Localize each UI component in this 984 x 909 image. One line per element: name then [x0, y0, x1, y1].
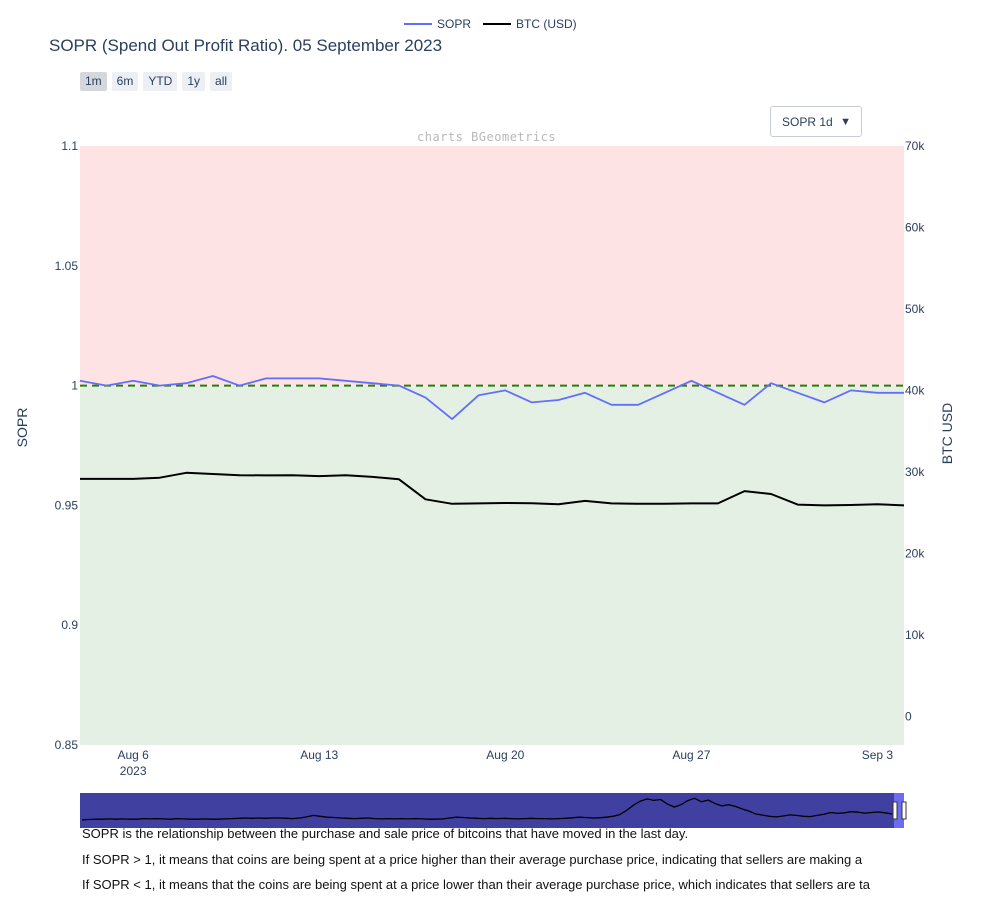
watermark-text: charts BGeometrics [417, 130, 557, 144]
y-right-tick-label: 60k [905, 220, 925, 234]
x-tick-label: Aug 6 [117, 748, 149, 762]
y-right-tick-label: 40k [905, 383, 925, 397]
y-left-tick-label: 0.95 [55, 498, 79, 512]
legend-label-btc: BTC (USD) [516, 17, 577, 31]
y-left-tick-label: 0.85 [55, 738, 79, 752]
chart-legend: SOPR BTC (USD) [404, 17, 577, 31]
range-button-1y[interactable]: 1y [182, 72, 206, 91]
sopr-series-line [79, 375, 904, 421]
chart-title: SOPR (Spend Out Profit Ratio). 05 Septem… [49, 36, 443, 55]
legend-swatch-btc [483, 23, 512, 25]
metric-dropdown-value: SOPR 1d [782, 114, 833, 129]
loss-zone [80, 385, 904, 745]
range-slider-btc-line [81, 797, 893, 821]
legend-item-sopr[interactable]: SOPR [404, 17, 471, 31]
y-right-tick-label: 0 [905, 709, 912, 723]
y-left-tick-label: 0.9 [61, 618, 78, 632]
x-tick-sublabel: 2023 [120, 764, 147, 778]
y-left-tick-label: 1.05 [55, 259, 79, 273]
description-line-3: If SOPR < 1, it means that the coins are… [82, 877, 871, 892]
range-slider-window [894, 793, 904, 828]
x-tick-label: Aug 27 [672, 748, 710, 762]
profit-zone [80, 146, 904, 386]
legend-swatch-sopr [404, 23, 432, 25]
x-tick-label: Aug 20 [486, 748, 524, 762]
y-right-tick-label: 30k [905, 465, 925, 479]
range-button-6m[interactable]: 6m [111, 72, 139, 91]
description-line-1: SOPR is the relationship between the pur… [82, 826, 689, 841]
range-slider-handle-right[interactable] [901, 801, 907, 820]
legend-label-sopr: SOPR [437, 17, 472, 31]
range-button-all[interactable]: all [210, 72, 233, 91]
legend-item-btc[interactable]: BTC (USD) [483, 17, 577, 31]
range-button-1m[interactable]: 1m [80, 72, 107, 91]
range-button-ytd[interactable]: YTD [143, 72, 178, 91]
y-right-tick-label: 70k [905, 139, 925, 153]
range-slider-handle-left[interactable] [892, 801, 898, 820]
y-left-axis-title: SOPR [14, 408, 30, 448]
metric-dropdown[interactable]: SOPR 1d ▼ [770, 106, 862, 137]
y-right-tick-label: 20k [905, 546, 925, 560]
y-right-tick-label: 10k [905, 628, 925, 642]
y-right-axis-title: BTC USD [939, 403, 955, 464]
range-selector: 1m 6m YTD 1y all [80, 72, 233, 91]
y-right-tick-label: 50k [905, 302, 925, 316]
y-left-tick-label: 1 [71, 379, 78, 393]
range-slider-background [80, 793, 904, 828]
x-tick-label: Aug 13 [300, 748, 338, 762]
chevron-down-icon: ▼ [840, 115, 851, 128]
x-tick-label: Sep 3 [862, 748, 894, 762]
btc-series-line [80, 471, 905, 507]
y-left-tick-label: 1.1 [61, 139, 78, 153]
description-line-2: If SOPR > 1, it means that coins are bei… [82, 852, 863, 867]
